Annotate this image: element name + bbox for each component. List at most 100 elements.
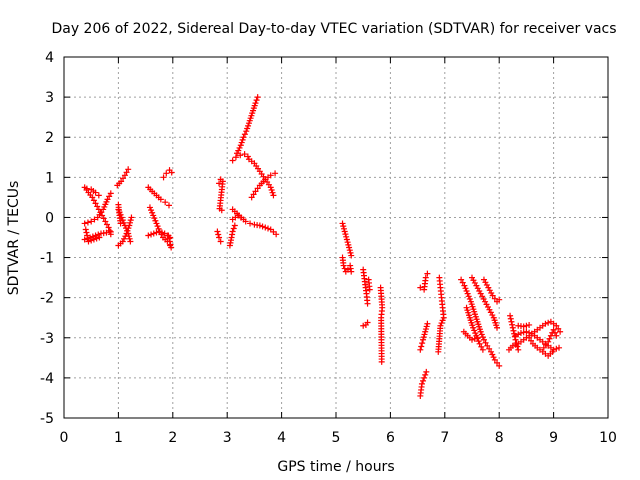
data-point: [102, 218, 109, 225]
data-point: [81, 236, 88, 243]
data-point: [482, 339, 489, 346]
data-point: [103, 221, 110, 228]
data-point: [93, 235, 100, 242]
data-point: [124, 227, 131, 234]
data-point: [232, 154, 239, 161]
data-point: [523, 328, 530, 335]
data-point: [418, 343, 425, 350]
data-point: [153, 220, 160, 227]
data-point: [435, 348, 442, 355]
data-point: [92, 200, 99, 207]
data-point: [422, 274, 429, 281]
data-point: [262, 224, 269, 231]
x-axis-label: GPS time / hours: [277, 459, 394, 475]
data-point: [154, 223, 161, 230]
data-point: [348, 268, 355, 275]
data-point: [469, 336, 475, 343]
y-tick-label: 4: [45, 50, 54, 66]
data-point: [420, 334, 427, 341]
data-point: [273, 231, 280, 238]
data-point: [509, 321, 516, 328]
data-point: [557, 328, 564, 335]
data-point: [344, 239, 351, 246]
data-point: [509, 324, 516, 331]
data-point: [472, 330, 479, 337]
data-point: [160, 174, 167, 181]
data-point: [348, 252, 355, 259]
y-tick-label: 3: [45, 90, 54, 106]
data-point: [459, 279, 466, 286]
data-point: [123, 230, 130, 237]
data-point: [151, 215, 158, 222]
data-point: [96, 234, 103, 241]
y-tick-label: -3: [40, 331, 54, 347]
data-point: [121, 172, 128, 179]
data-point: [494, 359, 501, 366]
data-point: [478, 331, 485, 338]
data-point: [340, 225, 347, 232]
data-point: [517, 329, 524, 336]
data-point: [125, 166, 132, 173]
data-point: [259, 223, 266, 230]
data-point: [106, 227, 113, 234]
data-point: [100, 215, 107, 222]
data-point: [149, 209, 156, 216]
chart-title: Day 206 of 2022, Sidereal Day-to-day VTE…: [51, 21, 616, 37]
data-point: [507, 315, 514, 322]
data-point: [117, 220, 124, 227]
data-point: [366, 286, 373, 293]
data-point: [520, 323, 527, 330]
data-point: [165, 232, 172, 239]
data-point: [523, 322, 530, 329]
data-point: [95, 192, 102, 199]
data-point: [478, 343, 485, 350]
data-point: [265, 225, 271, 232]
data-point: [345, 241, 352, 248]
data-point: [250, 191, 257, 198]
data-point: [528, 337, 535, 344]
data-point: [229, 157, 236, 164]
data-point: [424, 320, 431, 327]
x-tick-label: 7: [440, 430, 449, 446]
data-point: [476, 340, 483, 347]
data-point: [90, 197, 97, 204]
data-point: [423, 323, 430, 330]
data-point: [231, 222, 238, 229]
data-point: [269, 189, 276, 196]
data-point: [542, 320, 549, 327]
data-point: [477, 328, 484, 335]
data-point: [542, 341, 549, 348]
y-tick-label: -5: [40, 411, 54, 427]
y-tick-label: -4: [40, 371, 54, 387]
data-point: [507, 312, 514, 319]
data-point: [556, 344, 563, 351]
data-point: [343, 236, 350, 243]
data-point: [471, 335, 478, 342]
data-point: [267, 172, 274, 179]
data-point: [82, 226, 89, 233]
data-point: [418, 380, 425, 387]
data-point: [241, 131, 248, 138]
data-point: [238, 139, 245, 146]
y-tick-label: 1: [45, 170, 54, 186]
grid-layer: [64, 57, 608, 418]
data-point: [166, 238, 173, 245]
data-point: [549, 348, 556, 355]
data-point: [103, 229, 110, 236]
data-point: [340, 223, 347, 230]
data-point: [121, 235, 128, 242]
data-point: [83, 185, 90, 192]
data-point: [148, 231, 155, 238]
data-point: [214, 228, 221, 235]
data-point: [163, 170, 170, 177]
data-point: [475, 338, 482, 345]
data-point: [480, 336, 487, 343]
data-point: [85, 238, 92, 245]
data-point: [94, 203, 101, 210]
data-point: [92, 232, 99, 239]
data-point: [240, 216, 247, 223]
data-point: [256, 222, 263, 229]
data-point: [553, 332, 560, 339]
data-point: [243, 128, 250, 135]
